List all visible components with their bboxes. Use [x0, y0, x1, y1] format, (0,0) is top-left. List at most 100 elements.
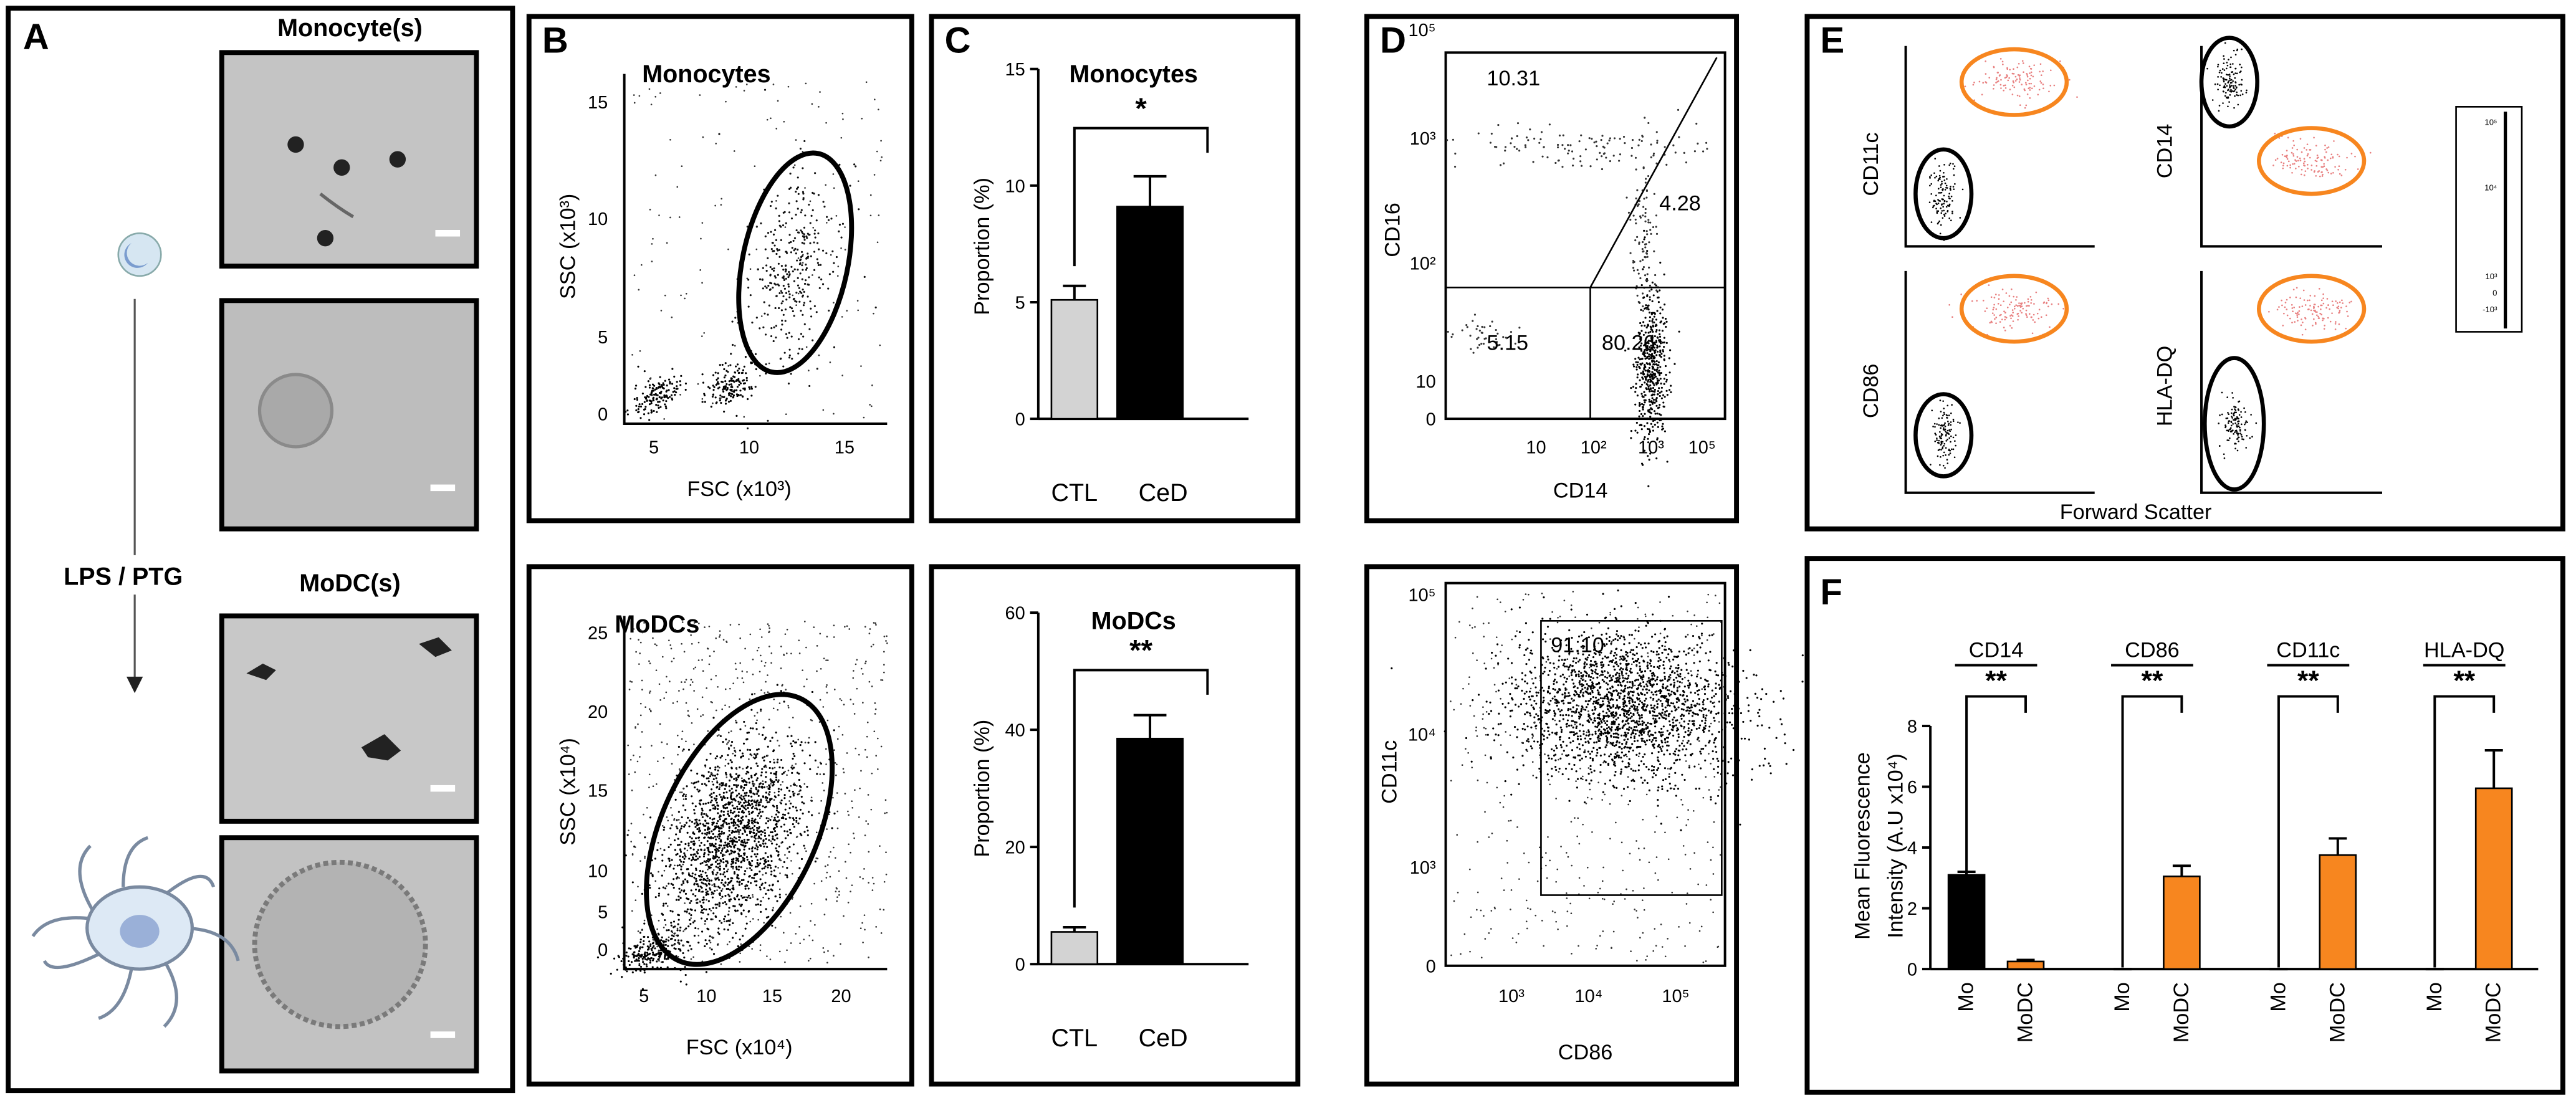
event-dot [658, 683, 661, 685]
event-dot [1641, 259, 1644, 261]
event-dot [802, 197, 805, 199]
event-dot [727, 868, 729, 871]
event-dot [641, 689, 643, 691]
event-dot [684, 809, 687, 811]
event-dot [751, 836, 754, 838]
event-dot [1630, 727, 1632, 730]
event-dot [1665, 163, 1668, 166]
event-dot [771, 737, 773, 739]
event-dot [769, 265, 772, 269]
event-dot [1672, 144, 1675, 146]
event-dot [657, 404, 659, 407]
event-dot [1641, 728, 1644, 730]
event-dot [822, 409, 825, 411]
event-dot [639, 714, 642, 717]
event-dot [1593, 770, 1596, 772]
event-dot [802, 232, 804, 235]
event-dot [773, 698, 775, 700]
event-dot [765, 791, 767, 794]
event-dot [711, 818, 714, 821]
event-dot [1555, 723, 1558, 726]
event-dot [780, 825, 783, 828]
event-dot [808, 276, 810, 279]
event-dot [744, 800, 747, 802]
event-dot [1533, 740, 1536, 743]
event-dot [724, 807, 727, 809]
event-dot [748, 876, 750, 878]
event-dot [693, 622, 696, 624]
event-dot [693, 882, 696, 885]
event-dot [671, 931, 674, 933]
event-dot [749, 727, 752, 730]
event-dot [742, 742, 745, 745]
event-dot [654, 174, 657, 176]
event-dot [734, 798, 736, 801]
event-dot [825, 252, 828, 255]
event-dot [682, 863, 684, 866]
event-dot [738, 623, 740, 626]
event-dot [1453, 165, 1457, 168]
event-dot [761, 768, 764, 770]
event-dot [648, 692, 651, 694]
event-dot [704, 871, 707, 874]
event-dot [740, 854, 742, 857]
event-dot [697, 849, 699, 851]
event-dot [745, 379, 748, 382]
event-dot [787, 276, 790, 279]
event-dot [717, 943, 719, 945]
event-dot [1630, 720, 1633, 722]
event-dot [696, 772, 699, 775]
event-dot [681, 884, 683, 886]
event-dot [749, 804, 752, 806]
event-dot [736, 881, 739, 883]
event-dot [674, 798, 677, 801]
event-dot [755, 754, 757, 757]
event-dot [685, 702, 687, 704]
event-dot [750, 811, 754, 814]
event-dot [1644, 381, 1646, 384]
event-dot [699, 900, 701, 902]
event-dot [688, 874, 691, 876]
event-dot [742, 388, 745, 390]
event-dot [668, 859, 671, 862]
event-dot [740, 894, 743, 897]
event-dot [848, 843, 850, 846]
event-dot [661, 656, 664, 658]
event-dot [1672, 679, 1675, 681]
event-dot [1659, 312, 1662, 315]
event-dot [828, 856, 830, 858]
event-dot [1507, 657, 1510, 660]
event-dot [786, 786, 788, 789]
event-dot [790, 241, 792, 244]
event-dot [1631, 743, 1634, 745]
event-dot [797, 352, 800, 355]
event-dot [1485, 700, 1488, 703]
event-dot [795, 304, 797, 307]
event-dot [704, 883, 706, 885]
event-dot [763, 301, 765, 303]
event-dot [1645, 252, 1649, 255]
event-dot [1688, 684, 1690, 687]
event-dot [639, 860, 641, 862]
event-dot [833, 729, 835, 732]
event-dot [776, 837, 778, 839]
event-dot [654, 388, 656, 391]
event-dot [1672, 722, 1675, 724]
event-dot [1644, 394, 1647, 396]
event-dot [1649, 662, 1652, 665]
event-dot [674, 948, 677, 950]
event-dot [750, 767, 752, 770]
event-dot [730, 891, 733, 894]
event-dot [718, 766, 721, 769]
event-dot [1601, 155, 1603, 158]
event-dot [757, 846, 759, 849]
event-dot [728, 383, 730, 386]
event-dot [643, 943, 645, 945]
event-dot [1620, 734, 1623, 737]
event-dot [826, 871, 828, 874]
event-dot [658, 957, 661, 960]
event-dot [671, 937, 673, 940]
event-dot [1647, 174, 1650, 178]
event-dot [1490, 132, 1493, 135]
event-dot [675, 388, 678, 390]
